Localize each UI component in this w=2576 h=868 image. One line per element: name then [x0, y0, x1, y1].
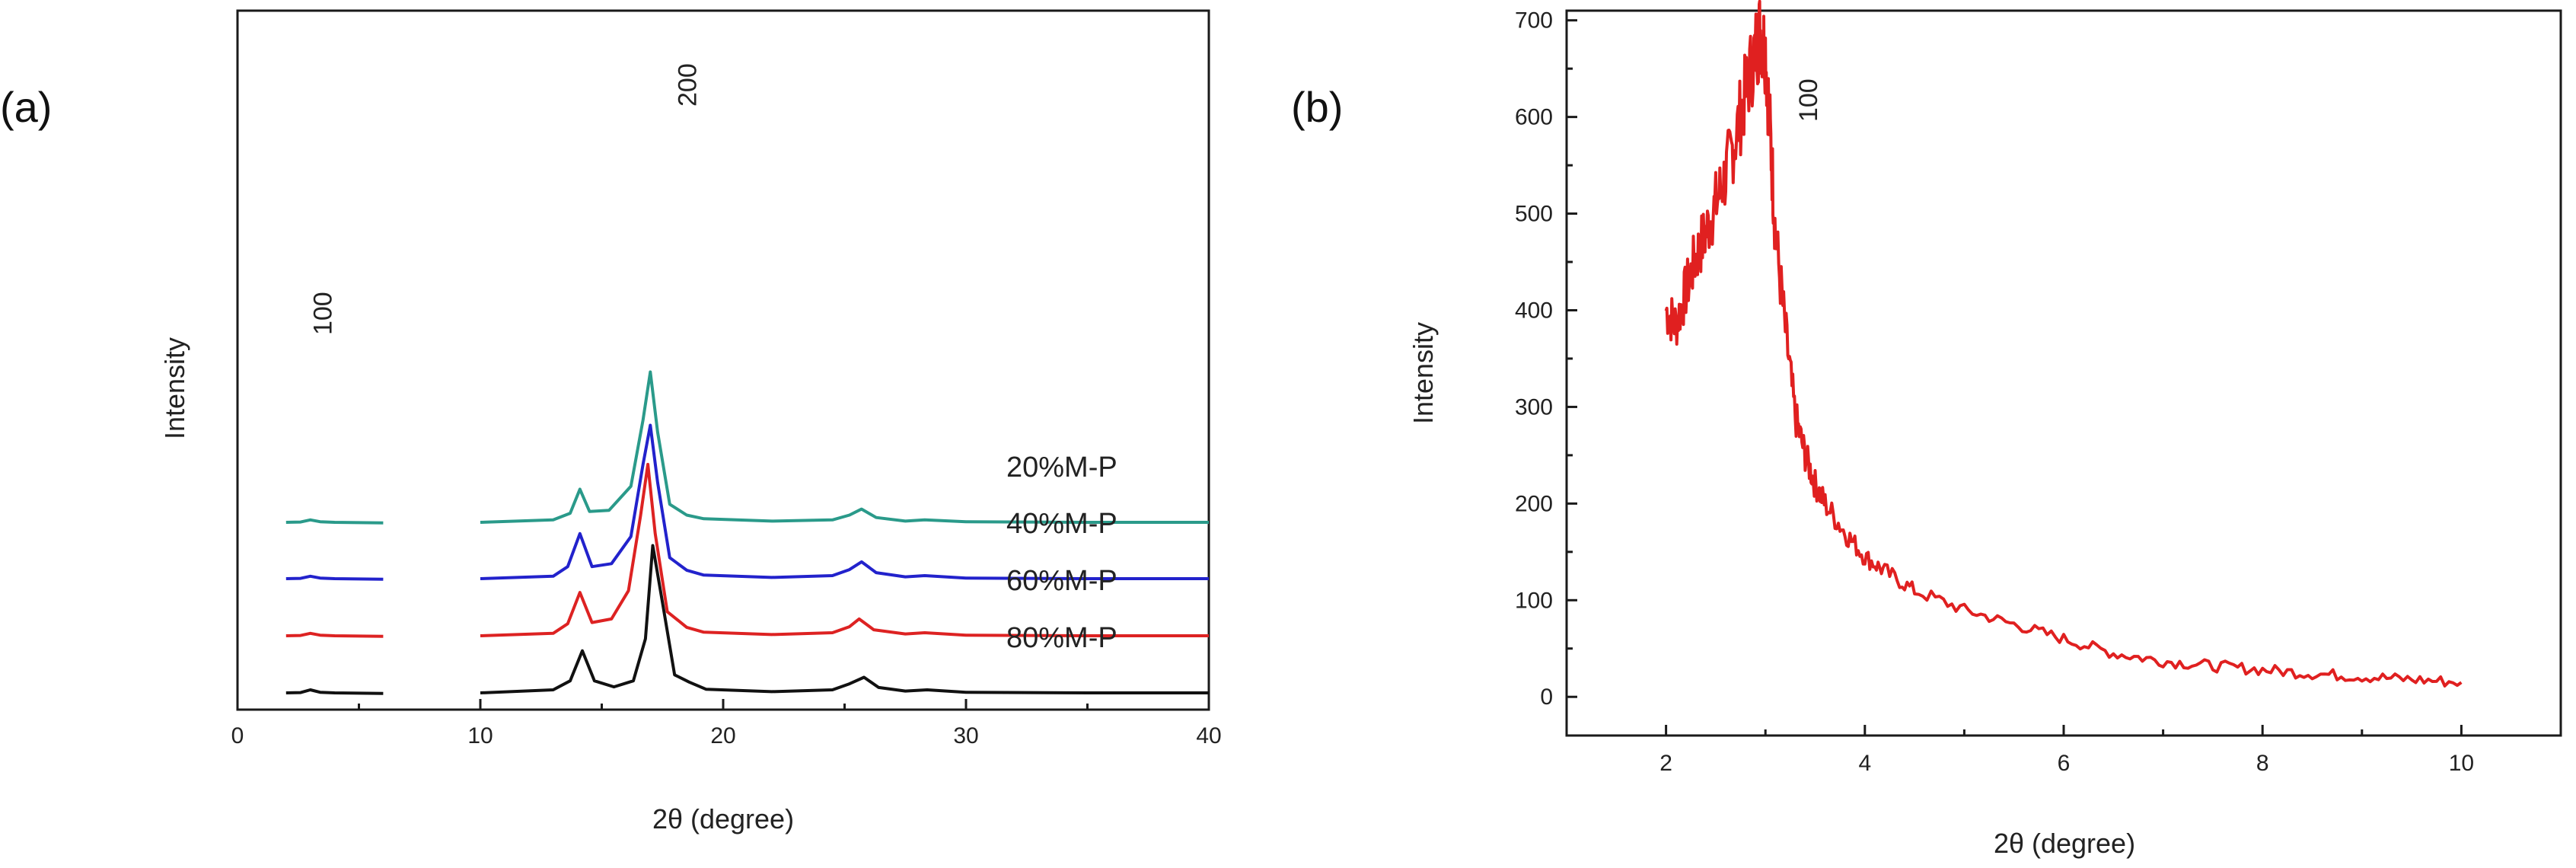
panel-a-x-tick-label-3: 30: [953, 723, 978, 748]
panel-b-series: [1664, 0, 2463, 688]
series-line-80%M-P-low-angle: [285, 688, 384, 695]
panel-a-legend: 20%M-P 40%M-P 60%M-P 80%M-P: [1006, 452, 1117, 654]
series-line-20%M-P-low-angle: [285, 518, 384, 525]
peak-label-0: 100: [309, 292, 338, 335]
panel-a-x-axis-title: 2θ (degree): [652, 803, 794, 834]
panel-b-y-tick-label-3: 300: [1515, 394, 1553, 420]
panel-b-x-tick-label-3: 8: [2256, 751, 2269, 776]
panel-a-y-axis-title: Intensity: [159, 337, 190, 439]
panel-b-peak-labels: 100: [1794, 78, 1823, 122]
peak-label-1: 200: [673, 63, 702, 107]
panel-b-y-ticks: 0 100 200 300 400 500 600 700: [1515, 8, 1577, 710]
series-line-20%M-P-main: [480, 370, 1209, 524]
panel-b-x-tick-label-2: 6: [2058, 751, 2071, 776]
panel-b-y-axis-title: Intensity: [1408, 322, 1439, 424]
panel-b-x-tick-label-1: 4: [1858, 751, 1871, 776]
panel-a-series: [285, 370, 1209, 695]
panel-b-y-tick-label-4: 400: [1515, 298, 1553, 323]
series-line-80%M-P-main: [480, 544, 1209, 694]
series-label-3: 80%M-P: [1006, 622, 1117, 654]
panel-a-x-tick-label-2: 20: [710, 723, 735, 748]
series-label-2: 60%M-P: [1006, 565, 1117, 597]
series-line-40%M-P-main: [480, 423, 1209, 580]
panel-b-y-tick-label-2: 200: [1515, 491, 1553, 516]
panel-a-x-ticks: 0 10 20 30 40: [231, 699, 1222, 748]
panel-b-x-ticks: 2 4 6 8 10: [1565, 725, 2562, 776]
series-line-60%M-P-low-angle: [285, 631, 384, 638]
panel-b-x-tick-label-0: 2: [1659, 751, 1672, 776]
panel-b-y-tick-label-7: 700: [1515, 8, 1553, 34]
peak-label-b-0: 100: [1794, 78, 1823, 122]
panel-a-peak-labels: 100 200: [309, 63, 703, 335]
panel-b-x-axis-title: 2θ (degree): [1994, 828, 2135, 859]
panel-a-x-tick-label-1: 10: [467, 723, 493, 748]
panel-b-y-tick-label-1: 100: [1515, 588, 1553, 613]
panel-b: (b) 2 4 6 8 10 0 100 200 300 400 500 600 700 100 In…: [1291, 0, 2562, 859]
series-label-0: 20%M-P: [1006, 452, 1117, 483]
panel-a-label: (a): [0, 83, 52, 131]
panel-b-y-tick-label-0: 0: [1540, 685, 1553, 710]
panel-a-x-tick-label-0: 0: [231, 723, 244, 748]
panel-b-y-tick-label-6: 600: [1515, 105, 1553, 130]
series-line-b-0: [1664, 0, 2463, 688]
panel-a: (a) 0 10 20 30 40 20%M-P 40%M-P 60%M-P 80%M-P 1…: [0, 9, 1222, 834]
panel-a-frame: [236, 9, 1210, 711]
panel-a-x-tick-label-4: 40: [1196, 723, 1221, 748]
panel-b-x-tick-label-4: 10: [2449, 751, 2474, 776]
panel-b-label: (b): [1291, 83, 1343, 131]
series-line-40%M-P-low-angle: [285, 574, 384, 581]
series-label-1: 40%M-P: [1006, 508, 1117, 540]
series-line-60%M-P-main: [480, 462, 1209, 637]
panel-b-y-tick-label-5: 500: [1515, 202, 1553, 227]
panel-b-frame: [1565, 9, 2562, 737]
